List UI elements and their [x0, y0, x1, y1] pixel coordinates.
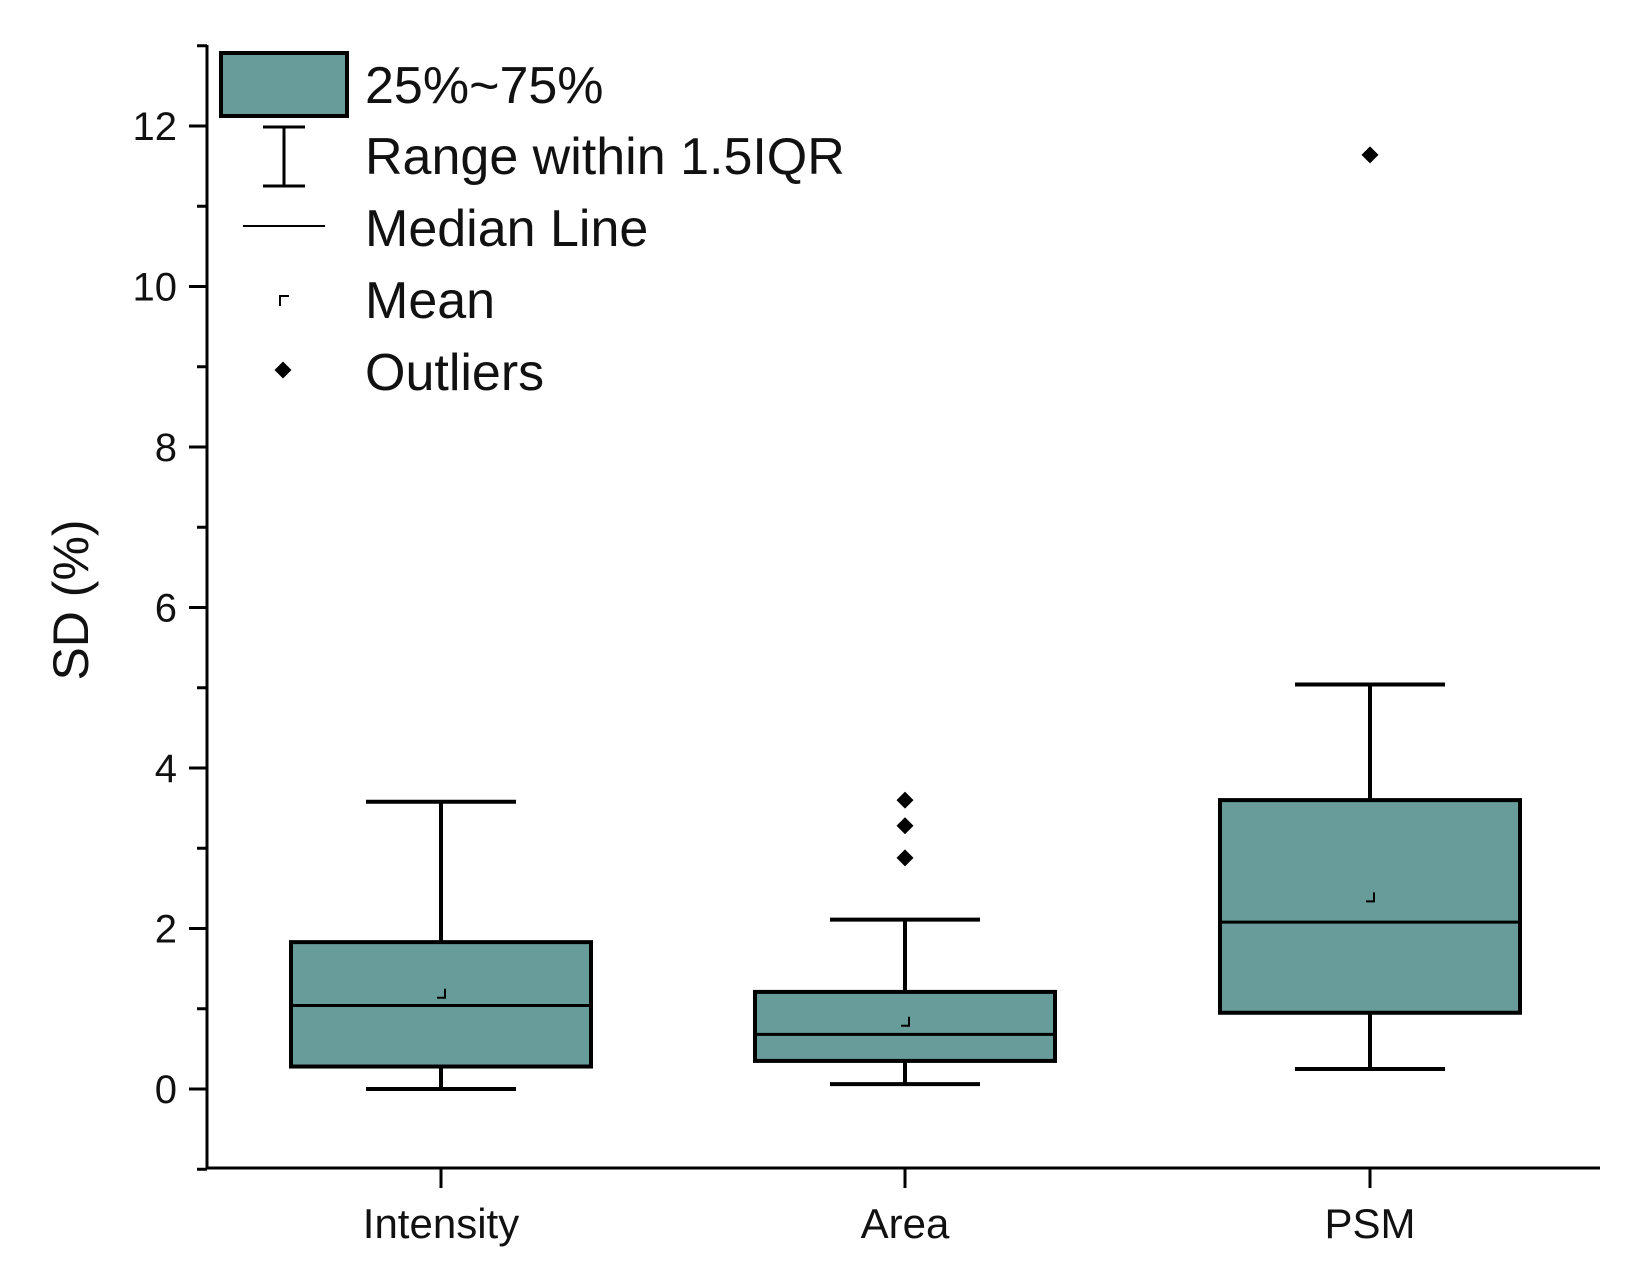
y-axis-label: SD (%): [43, 519, 99, 680]
y-tick-label: 6: [155, 587, 177, 631]
legend-label-whisker: Range within 1.5IQR: [365, 128, 845, 186]
y-tick-label: 10: [133, 266, 178, 310]
x-tick-label: Area: [861, 1200, 950, 1247]
mean-marker: [437, 988, 446, 999]
box-psm: [1218, 146, 1522, 1071]
mean-marker: [901, 1016, 910, 1027]
box-area: [753, 791, 1057, 1087]
legend-mean-icon: [279, 295, 289, 306]
y-tick-label: 2: [155, 908, 177, 952]
legend-label-outliers: Outliers: [365, 344, 544, 402]
y-tick-label: 8: [155, 426, 177, 470]
outlier-point: [896, 791, 914, 809]
legend-label-mean: Mean: [365, 272, 495, 330]
legend-whisker-icon: [263, 125, 305, 188]
outlier-point: [896, 849, 914, 867]
iqr-box: [1218, 798, 1522, 1015]
axes-layer: 0 2 4 6 8 10 12 Intensity Area PSM: [133, 44, 1600, 1247]
y-tick-label: 12: [133, 105, 178, 149]
boxes-layer: [289, 146, 1522, 1091]
y-tick-label: 0: [155, 1068, 177, 1112]
legend-outlier-icon: [274, 361, 292, 379]
mean-marker: [1366, 892, 1375, 903]
legend-label-box: 25%~75%: [365, 57, 604, 115]
y-tick-label: 4: [155, 747, 177, 791]
legend-box-swatch: [219, 51, 349, 118]
x-tick-label: Intensity: [363, 1200, 519, 1247]
box-intensity: [289, 799, 593, 1091]
legend-label-median: Median Line: [365, 200, 648, 258]
legend: 25%~75% Range within 1.5IQR Median Line …: [219, 51, 845, 402]
x-tick-label: PSM: [1324, 1200, 1415, 1247]
outlier-point: [1361, 146, 1379, 164]
outlier-point: [896, 817, 914, 835]
